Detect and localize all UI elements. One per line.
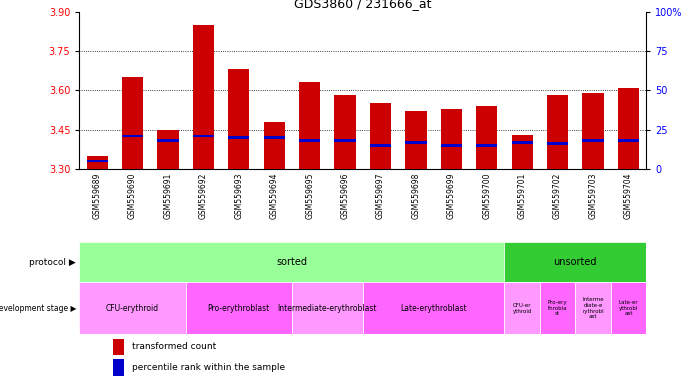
Bar — [292, 282, 363, 334]
Bar — [441, 109, 462, 169]
Text: GSM559704: GSM559704 — [624, 173, 633, 219]
Bar — [511, 135, 533, 169]
Text: Pro-ery
throbla
st: Pro-ery throbla st — [548, 300, 567, 316]
Text: GSM559697: GSM559697 — [376, 173, 385, 219]
Bar — [113, 359, 124, 376]
Bar — [186, 282, 292, 334]
Bar — [363, 282, 504, 334]
Bar — [476, 144, 498, 147]
Bar — [122, 77, 143, 169]
Text: unsorted: unsorted — [553, 257, 597, 267]
Bar — [122, 134, 143, 137]
Text: percentile rank within the sample: percentile rank within the sample — [132, 363, 285, 372]
Bar — [405, 141, 426, 144]
Bar — [228, 136, 249, 139]
Text: Late-erythroblast: Late-erythroblast — [400, 304, 467, 313]
Bar — [334, 139, 356, 142]
Bar — [370, 103, 391, 169]
Text: protocol ▶: protocol ▶ — [29, 258, 76, 266]
Bar — [158, 139, 178, 142]
Bar — [511, 141, 533, 144]
Bar — [299, 139, 320, 142]
Text: GSM559692: GSM559692 — [199, 173, 208, 219]
Bar — [228, 69, 249, 169]
Text: GSM559701: GSM559701 — [518, 173, 527, 219]
Text: GSM559702: GSM559702 — [553, 173, 562, 219]
Bar — [193, 134, 214, 137]
Text: CFU-er
ythroid: CFU-er ythroid — [513, 303, 532, 314]
Bar — [79, 282, 186, 334]
Bar — [611, 282, 646, 334]
Bar — [334, 96, 356, 169]
Text: GSM559696: GSM559696 — [341, 173, 350, 219]
Text: Intermediate-erythroblast: Intermediate-erythroblast — [278, 304, 377, 313]
Text: GSM559691: GSM559691 — [164, 173, 173, 219]
Bar — [441, 144, 462, 147]
Bar — [504, 282, 540, 334]
Bar — [583, 139, 603, 142]
Bar — [193, 25, 214, 169]
Bar — [370, 144, 391, 147]
Bar — [575, 282, 611, 334]
Bar — [618, 139, 639, 142]
Text: GSM559700: GSM559700 — [482, 173, 491, 219]
Bar — [405, 111, 426, 169]
Bar — [158, 129, 178, 169]
Bar — [113, 339, 124, 355]
Bar — [299, 83, 320, 169]
Bar — [618, 88, 639, 169]
Text: GSM559689: GSM559689 — [93, 173, 102, 219]
Text: CFU-erythroid: CFU-erythroid — [106, 304, 159, 313]
Text: Interme
diate-e
rythrobl
ast: Interme diate-e rythrobl ast — [582, 297, 604, 319]
Text: Late-er
ythrobl
ast: Late-er ythrobl ast — [618, 300, 638, 316]
Bar — [547, 96, 568, 169]
Title: GDS3860 / 231666_at: GDS3860 / 231666_at — [294, 0, 431, 10]
Text: GSM559690: GSM559690 — [128, 173, 137, 219]
Text: Pro-erythroblast: Pro-erythroblast — [208, 304, 270, 313]
Text: GSM559699: GSM559699 — [447, 173, 456, 219]
Bar — [86, 156, 108, 169]
Bar — [540, 282, 575, 334]
Text: development stage ▶: development stage ▶ — [0, 304, 76, 313]
Text: transformed count: transformed count — [132, 343, 216, 351]
Text: GSM559694: GSM559694 — [269, 173, 278, 219]
Text: GSM559698: GSM559698 — [411, 173, 420, 219]
Bar — [79, 242, 504, 282]
Bar — [583, 93, 603, 169]
Bar — [86, 160, 108, 162]
Bar — [263, 136, 285, 139]
Bar — [504, 242, 646, 282]
Bar — [263, 122, 285, 169]
Bar — [476, 106, 498, 169]
Text: GSM559695: GSM559695 — [305, 173, 314, 219]
Bar — [547, 142, 568, 145]
Text: sorted: sorted — [276, 257, 307, 267]
Text: GSM559693: GSM559693 — [234, 173, 243, 219]
Text: GSM559703: GSM559703 — [589, 173, 598, 219]
